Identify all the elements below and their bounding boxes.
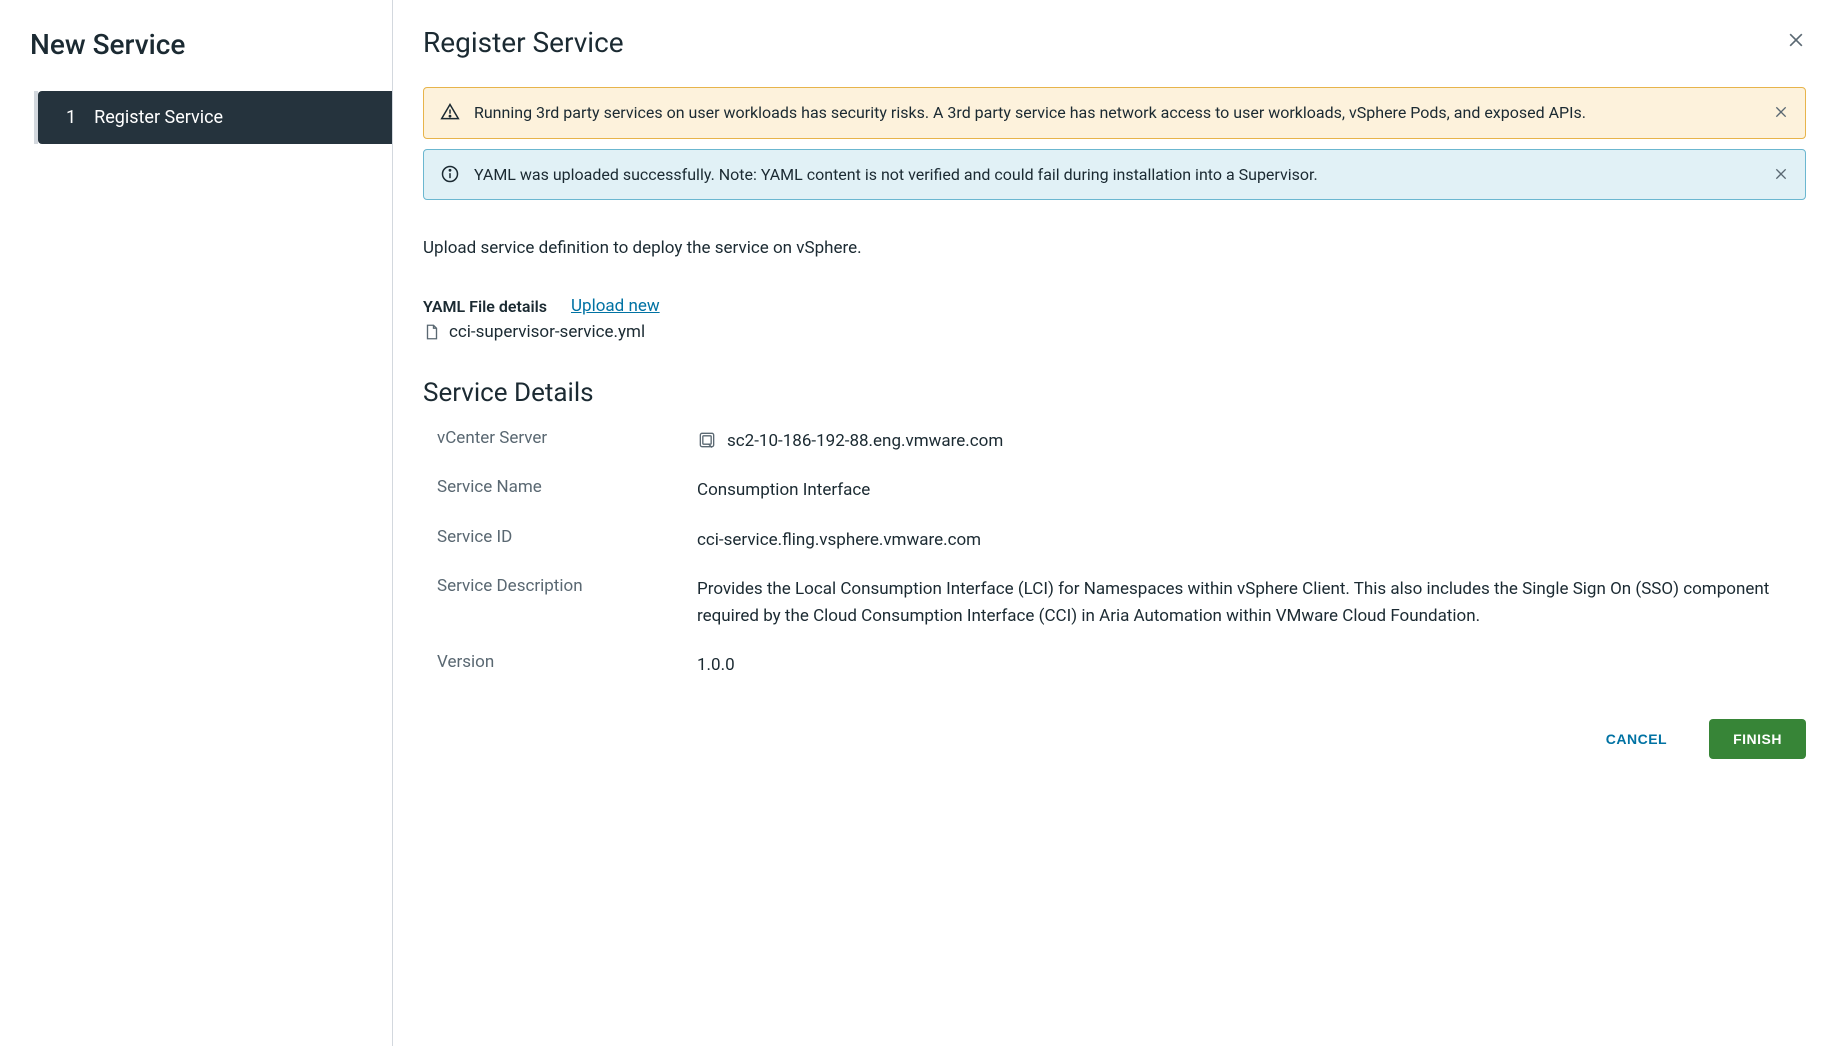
- vcenter-value: sc2-10-186-192-88.eng.vmware.com: [697, 428, 1806, 455]
- warning-icon: [440, 102, 460, 122]
- service-description-label: Service Description: [437, 576, 687, 630]
- info-alert: YAML was uploaded successfully. Note: YA…: [423, 149, 1806, 201]
- vcenter-icon: [697, 430, 717, 450]
- service-id-value: cci-service.fling.vsphere.vmware.com: [697, 527, 1806, 554]
- step-number: 1: [66, 107, 76, 128]
- info-text: YAML was uploaded successfully. Note: YA…: [474, 162, 1759, 188]
- file-icon: [423, 323, 441, 341]
- upload-new-link[interactable]: Upload new: [571, 296, 660, 316]
- service-description-value: Provides the Local Consumption Interface…: [697, 576, 1806, 630]
- warning-close-icon[interactable]: [1773, 104, 1789, 120]
- file-section: YAML File details Upload new cci-supervi…: [423, 296, 1806, 342]
- vcenter-value-text: sc2-10-186-192-88.eng.vmware.com: [727, 428, 1003, 455]
- main-header: Register Service: [423, 26, 1806, 59]
- sidebar-title: New Service: [0, 28, 392, 91]
- warning-alert: Running 3rd party services on user workl…: [423, 87, 1806, 139]
- service-name-label: Service Name: [437, 477, 687, 504]
- service-name-value: Consumption Interface: [697, 477, 1806, 504]
- close-icon[interactable]: [1786, 30, 1806, 50]
- step-register-service[interactable]: 1 Register Service: [38, 91, 392, 144]
- service-details-title: Service Details: [423, 378, 1806, 408]
- file-name-row: cci-supervisor-service.yml: [423, 322, 1806, 342]
- footer: CANCEL FINISH: [423, 719, 1806, 759]
- file-label: YAML File details: [423, 297, 547, 316]
- info-close-icon[interactable]: [1773, 166, 1789, 182]
- service-id-label: Service ID: [437, 527, 687, 554]
- page-title: Register Service: [423, 26, 624, 59]
- details-grid: vCenter Server sc2-10-186-192-88.eng.vmw…: [423, 428, 1806, 679]
- warning-text: Running 3rd party services on user workl…: [474, 100, 1759, 126]
- file-header: YAML File details Upload new: [423, 296, 1806, 316]
- version-value: 1.0.0: [697, 652, 1806, 679]
- vcenter-label: vCenter Server: [437, 428, 687, 455]
- info-icon: [440, 164, 460, 184]
- file-name: cci-supervisor-service.yml: [449, 322, 645, 342]
- cancel-button[interactable]: CANCEL: [1586, 719, 1687, 759]
- upload-description: Upload service definition to deploy the …: [423, 238, 1806, 258]
- version-label: Version: [437, 652, 687, 679]
- finish-button[interactable]: FINISH: [1709, 719, 1806, 759]
- wizard-container: New Service 1 Register Service Register …: [0, 0, 1836, 1046]
- sidebar: New Service 1 Register Service: [0, 0, 393, 1046]
- main-panel: Register Service Running 3rd party servi…: [393, 0, 1836, 1046]
- step-label: Register Service: [94, 107, 223, 128]
